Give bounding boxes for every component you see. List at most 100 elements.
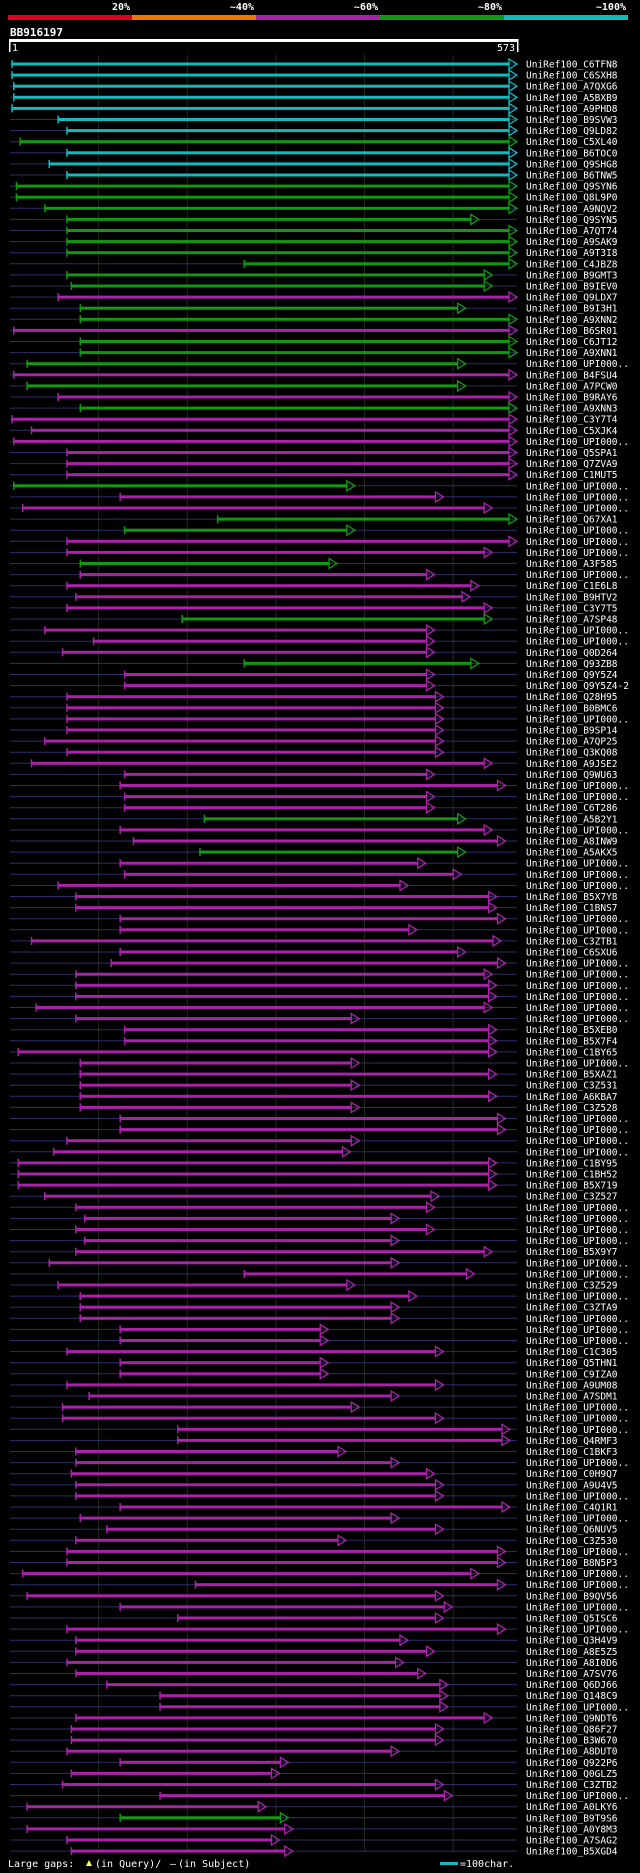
hit-label[interactable]: UniRef100_A9XNN2 — [526, 315, 618, 326]
hit-label[interactable]: UniRef100_Q9SHG8 — [526, 159, 618, 170]
hit-label[interactable]: UniRef100_A7QXG6 — [526, 82, 618, 93]
hit-label[interactable]: UniRef100_Q3KQ08 — [526, 748, 618, 759]
hit-label[interactable]: UniRef100_A8INW9 — [526, 837, 618, 848]
hit-label[interactable]: UniRef100_UPI000.. — [526, 870, 629, 881]
hit-label[interactable]: UniRef100_UPI000.. — [526, 1203, 629, 1214]
hit-label[interactable]: UniRef100_UPI000.. — [526, 970, 629, 981]
hit-label[interactable]: UniRef100_UPI000.. — [526, 714, 629, 725]
hit-label[interactable]: UniRef100_C3ZTA9 — [526, 1303, 618, 1314]
hit-label[interactable]: UniRef100_UPI000.. — [526, 881, 629, 892]
hit-label[interactable]: UniRef100_UPI000.. — [526, 504, 629, 515]
hit-label[interactable]: UniRef100_UPI000.. — [526, 1547, 629, 1558]
hit-label[interactable]: UniRef100_UPI000.. — [526, 959, 629, 970]
hit-label[interactable]: UniRef100_A5BXB9 — [526, 93, 618, 104]
hit-label[interactable]: UniRef100_A3F585 — [526, 559, 618, 570]
hit-label[interactable]: UniRef100_A7QP25 — [526, 737, 618, 748]
hit-label[interactable]: UniRef100_Q0GLZ5 — [526, 1769, 618, 1780]
hit-label[interactable]: UniRef100_C5XJK4 — [526, 426, 618, 437]
hit-label[interactable]: UniRef100_UPI000.. — [526, 1214, 629, 1225]
hit-label[interactable]: UniRef100_UPI000.. — [526, 1236, 629, 1247]
hit-label[interactable]: UniRef100_UPI000.. — [526, 481, 629, 492]
hit-label[interactable]: UniRef100_A0LKY6 — [526, 1802, 618, 1813]
hit-label[interactable]: UniRef100_C1BY65 — [526, 1047, 618, 1058]
hit-label[interactable]: UniRef100_UPI000.. — [526, 1147, 629, 1158]
hit-label[interactable]: UniRef100_UPI000.. — [526, 1114, 629, 1125]
hit-label[interactable]: UniRef100_C6SXH8 — [526, 71, 618, 82]
hit-label[interactable]: UniRef100_Q7ZVA9 — [526, 459, 618, 470]
hit-label[interactable]: UniRef100_A9XNN3 — [526, 404, 618, 415]
hit-label[interactable]: UniRef100_UPI000.. — [526, 981, 629, 992]
hit-label[interactable]: UniRef100_C6TFN8 — [526, 60, 618, 71]
hit-label[interactable]: UniRef100_A5AKX5 — [526, 848, 618, 859]
hit-label[interactable]: UniRef100_UPI000.. — [526, 992, 629, 1003]
hit-label[interactable]: UniRef100_UPI000.. — [526, 792, 629, 803]
hit-label[interactable]: UniRef100_C9IZA0 — [526, 1369, 618, 1380]
hit-label[interactable]: UniRef100_UPI000.. — [526, 1336, 629, 1347]
hit-label[interactable]: UniRef100_UPI000.. — [526, 1458, 629, 1469]
hit-label[interactable]: UniRef100_Q4RMF3 — [526, 1436, 618, 1447]
hit-label[interactable]: UniRef100_UPI000.. — [526, 1003, 629, 1014]
hit-label[interactable]: UniRef100_Q9NDT6 — [526, 1713, 618, 1724]
hit-label[interactable]: UniRef100_Q9LD82 — [526, 126, 618, 137]
hit-label[interactable]: UniRef100_C1MUT5 — [526, 470, 618, 481]
hit-label[interactable]: UniRef100_C5XL40 — [526, 137, 618, 148]
hit-label[interactable]: UniRef100_A8I0D6 — [526, 1658, 618, 1669]
hit-label[interactable]: UniRef100_B4FSU4 — [526, 370, 618, 381]
hit-label[interactable]: UniRef100_B9I3H1 — [526, 304, 618, 315]
hit-label[interactable]: UniRef100_UPI000.. — [526, 1403, 629, 1414]
hit-label[interactable]: UniRef100_Q9WU63 — [526, 770, 618, 781]
hit-label[interactable]: UniRef100_UPI000.. — [526, 1292, 629, 1303]
hit-label[interactable]: UniRef100_A9JSE2 — [526, 759, 618, 770]
hit-label[interactable]: UniRef100_A5B2Y1 — [526, 814, 618, 825]
hit-label[interactable]: UniRef100_UPI000.. — [526, 1125, 629, 1136]
hit-label[interactable]: UniRef100_C4JBZ8 — [526, 259, 618, 270]
hit-label[interactable]: UniRef100_A7SP48 — [526, 615, 618, 626]
hit-label[interactable]: UniRef100_B9QV56 — [526, 1591, 618, 1602]
hit-label[interactable]: UniRef100_C1BKF3 — [526, 1447, 618, 1458]
hit-label[interactable]: UniRef100_C1BY95 — [526, 1158, 618, 1169]
hit-label[interactable]: UniRef100_C4Q1R1 — [526, 1503, 618, 1514]
hit-label[interactable]: UniRef100_B8N5P3 — [526, 1558, 618, 1569]
hit-label[interactable]: UniRef100_UPI000.. — [526, 1269, 629, 1280]
hit-label[interactable]: UniRef100_UPI000.. — [526, 1425, 629, 1436]
hit-label[interactable]: UniRef100_C0H9Q7 — [526, 1469, 618, 1480]
hit-label[interactable]: UniRef100_C1E6L8 — [526, 581, 618, 592]
hit-label[interactable]: UniRef100_Q0D264 — [526, 648, 618, 659]
hit-label[interactable]: UniRef100_B5XEB0 — [526, 1025, 618, 1036]
hit-label[interactable]: UniRef100_Q3H4V9 — [526, 1636, 618, 1647]
hit-label[interactable]: UniRef100_B9SP14 — [526, 726, 618, 737]
hit-label[interactable]: UniRef100_Q93ZB8 — [526, 659, 618, 670]
hit-label[interactable]: UniRef100_A8E5Z5 — [526, 1647, 618, 1658]
hit-label[interactable]: UniRef100_UPI000.. — [526, 1136, 629, 1147]
hit-label[interactable]: UniRef100_UPI000.. — [526, 526, 629, 537]
hit-label[interactable]: UniRef100_A7QT74 — [526, 226, 618, 237]
hit-label[interactable]: UniRef100_B6SR01 — [526, 326, 618, 337]
hit-label[interactable]: UniRef100_Q67XA1 — [526, 515, 618, 526]
hit-label[interactable]: UniRef100_Q148C9 — [526, 1691, 618, 1702]
hit-label[interactable]: UniRef100_UPI000.. — [526, 626, 629, 637]
hit-label[interactable]: UniRef100_C3Y7T5 — [526, 603, 618, 614]
hit-label[interactable]: UniRef100_A9XNN1 — [526, 348, 618, 359]
hit-label[interactable]: UniRef100_A9NQV2 — [526, 204, 618, 215]
hit-label[interactable]: UniRef100_A8DUT0 — [526, 1747, 618, 1758]
hit-label[interactable]: UniRef100_A7SV76 — [526, 1669, 618, 1680]
hit-label[interactable]: UniRef100_B9T9S6 — [526, 1813, 618, 1824]
hit-label[interactable]: UniRef100_B6TNW5 — [526, 171, 618, 182]
hit-label[interactable]: UniRef100_UPI000.. — [526, 1602, 629, 1613]
hit-label[interactable]: UniRef100_Q5THN1 — [526, 1358, 618, 1369]
hit-label[interactable]: UniRef100_UPI000.. — [526, 1225, 629, 1236]
hit-label[interactable]: UniRef100_A9SAK9 — [526, 237, 618, 248]
hit-label[interactable]: UniRef100_C6JT12 — [526, 337, 618, 348]
hit-label[interactable]: UniRef100_B6TOC0 — [526, 148, 618, 159]
hit-label[interactable]: UniRef100_C3Z527 — [526, 1192, 618, 1203]
hit-label[interactable]: UniRef100_A9U4V5 — [526, 1480, 618, 1491]
hit-label[interactable]: UniRef100_C3Z531 — [526, 1081, 618, 1092]
hit-label[interactable]: UniRef100_Q9SYN6 — [526, 182, 618, 193]
hit-label[interactable]: UniRef100_Q8L9P0 — [526, 193, 618, 204]
hit-label[interactable]: UniRef100_Q9LDX7 — [526, 293, 618, 304]
hit-label[interactable]: UniRef100_B9SVW3 — [526, 115, 618, 126]
hit-label[interactable]: UniRef100_B5X9Y7 — [526, 1247, 618, 1258]
hit-label[interactable]: UniRef100_UPI000.. — [526, 1491, 629, 1502]
hit-label[interactable]: UniRef100_C1C305 — [526, 1347, 618, 1358]
hit-label[interactable]: UniRef100_B5X7Y8 — [526, 892, 618, 903]
